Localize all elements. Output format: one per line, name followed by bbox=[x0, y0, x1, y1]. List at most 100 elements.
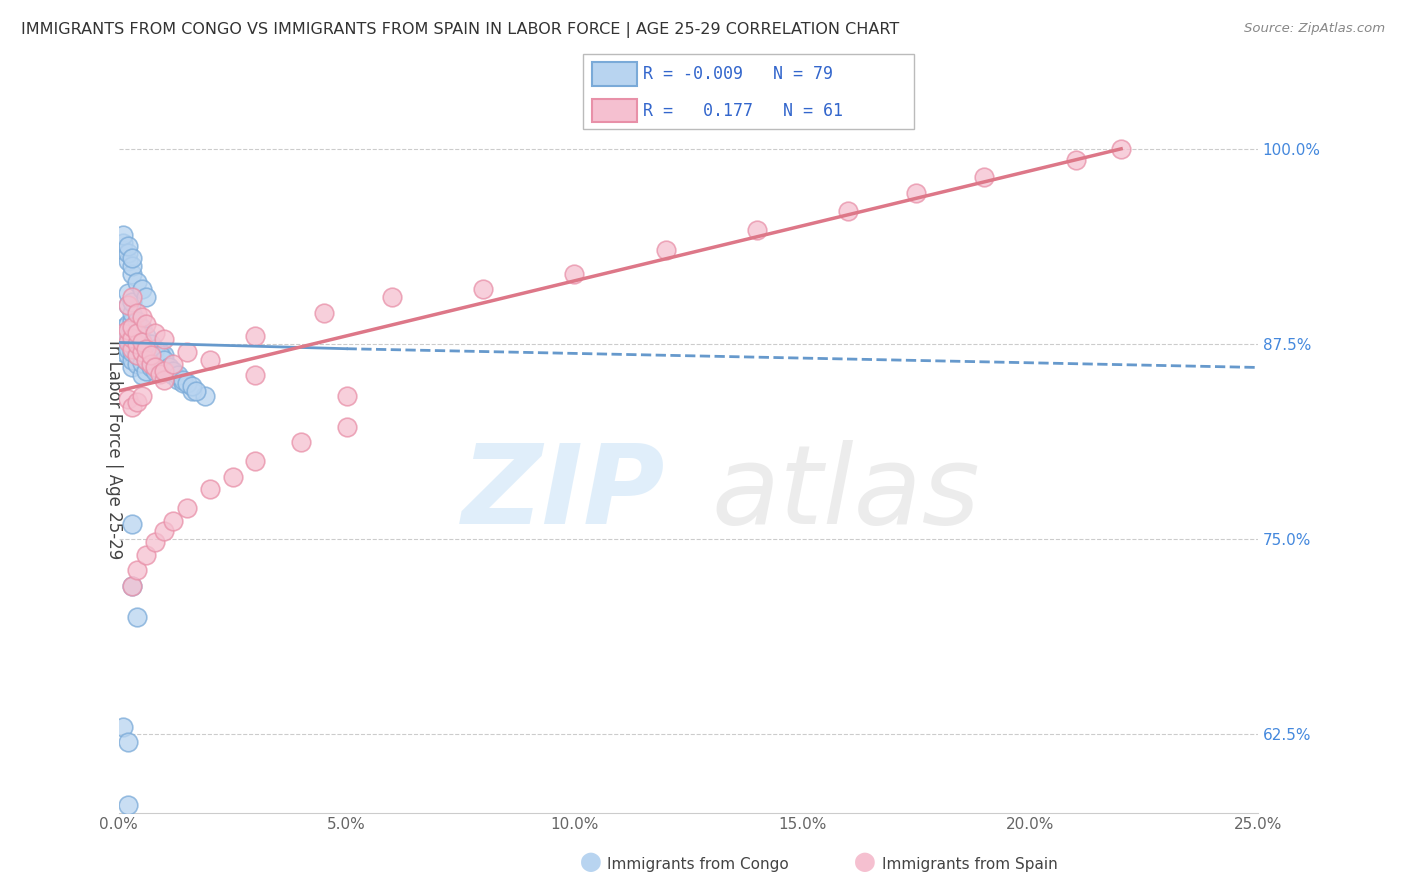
Point bbox=[117, 797, 139, 812]
Point bbox=[312, 306, 335, 320]
Point bbox=[157, 363, 180, 377]
Point bbox=[180, 384, 202, 398]
Point bbox=[131, 344, 153, 359]
Point bbox=[381, 290, 404, 304]
Point bbox=[125, 326, 148, 340]
Point bbox=[121, 294, 143, 309]
Point bbox=[125, 337, 148, 351]
Point bbox=[472, 282, 495, 296]
Y-axis label: In Labor Force | Age 25-29: In Labor Force | Age 25-29 bbox=[105, 340, 122, 559]
Point bbox=[131, 368, 153, 383]
Point bbox=[143, 363, 166, 377]
Point bbox=[176, 344, 198, 359]
Point bbox=[112, 720, 135, 734]
Point bbox=[117, 735, 139, 749]
Point bbox=[135, 290, 157, 304]
Point bbox=[654, 244, 676, 258]
Point bbox=[125, 313, 148, 327]
Point bbox=[125, 357, 148, 371]
Point bbox=[162, 363, 184, 377]
Point bbox=[117, 254, 139, 268]
Point bbox=[112, 244, 135, 258]
Point bbox=[121, 251, 143, 265]
Point bbox=[143, 535, 166, 549]
Point bbox=[143, 360, 166, 375]
Point bbox=[112, 321, 135, 335]
Point bbox=[117, 246, 139, 260]
Point bbox=[121, 352, 143, 367]
Point bbox=[112, 227, 135, 242]
Point bbox=[131, 310, 153, 325]
Point bbox=[125, 275, 148, 289]
Point bbox=[117, 326, 139, 340]
Point bbox=[117, 348, 139, 362]
Point bbox=[125, 348, 148, 362]
Point bbox=[121, 267, 143, 281]
Point bbox=[139, 348, 162, 362]
Point bbox=[125, 610, 148, 624]
Point bbox=[143, 352, 166, 367]
Text: atlas: atlas bbox=[711, 440, 980, 547]
Point bbox=[135, 342, 157, 356]
Point bbox=[121, 516, 143, 531]
Point bbox=[167, 373, 190, 387]
Point bbox=[112, 344, 135, 359]
Point bbox=[121, 579, 143, 593]
Point bbox=[131, 335, 153, 350]
Point bbox=[117, 392, 139, 406]
Point bbox=[112, 326, 135, 340]
Point bbox=[121, 306, 143, 320]
Point bbox=[198, 483, 221, 497]
Point bbox=[221, 470, 243, 484]
Point bbox=[131, 321, 153, 335]
Text: ⬤: ⬤ bbox=[579, 853, 602, 872]
Point bbox=[112, 337, 135, 351]
Point bbox=[245, 329, 267, 343]
Point bbox=[180, 379, 202, 393]
Point bbox=[117, 332, 139, 346]
Point bbox=[973, 169, 995, 184]
Point bbox=[245, 368, 267, 383]
Point bbox=[186, 384, 208, 398]
Point bbox=[1064, 153, 1087, 167]
Point bbox=[905, 186, 928, 200]
Text: Immigrants from Congo: Immigrants from Congo bbox=[607, 857, 789, 872]
Point bbox=[149, 348, 172, 362]
Point bbox=[139, 357, 162, 371]
Point bbox=[125, 306, 148, 320]
Point bbox=[125, 394, 148, 409]
Point bbox=[157, 360, 180, 375]
Point bbox=[149, 344, 172, 359]
Point bbox=[194, 388, 217, 402]
Point bbox=[131, 344, 153, 359]
Point bbox=[143, 342, 166, 356]
Point bbox=[172, 373, 194, 387]
Point bbox=[121, 337, 143, 351]
Point bbox=[162, 368, 184, 383]
Point bbox=[837, 204, 859, 219]
Point bbox=[125, 348, 148, 362]
Point bbox=[135, 363, 157, 377]
Point bbox=[112, 329, 135, 343]
Point bbox=[125, 337, 148, 351]
Point bbox=[153, 352, 176, 367]
Point bbox=[121, 342, 143, 356]
Point bbox=[125, 564, 148, 578]
Point bbox=[745, 223, 768, 237]
Point bbox=[139, 348, 162, 362]
Point bbox=[153, 348, 176, 362]
Point bbox=[121, 313, 143, 327]
Point bbox=[117, 238, 139, 252]
Point bbox=[112, 235, 135, 250]
Point bbox=[117, 335, 139, 350]
Point bbox=[121, 344, 143, 359]
Point bbox=[172, 376, 194, 390]
Point bbox=[149, 357, 172, 371]
Point bbox=[121, 321, 143, 335]
Point bbox=[135, 352, 157, 367]
Point bbox=[117, 298, 139, 312]
Point bbox=[131, 388, 153, 402]
Point bbox=[125, 326, 148, 340]
Point bbox=[131, 282, 153, 296]
Point bbox=[143, 326, 166, 340]
